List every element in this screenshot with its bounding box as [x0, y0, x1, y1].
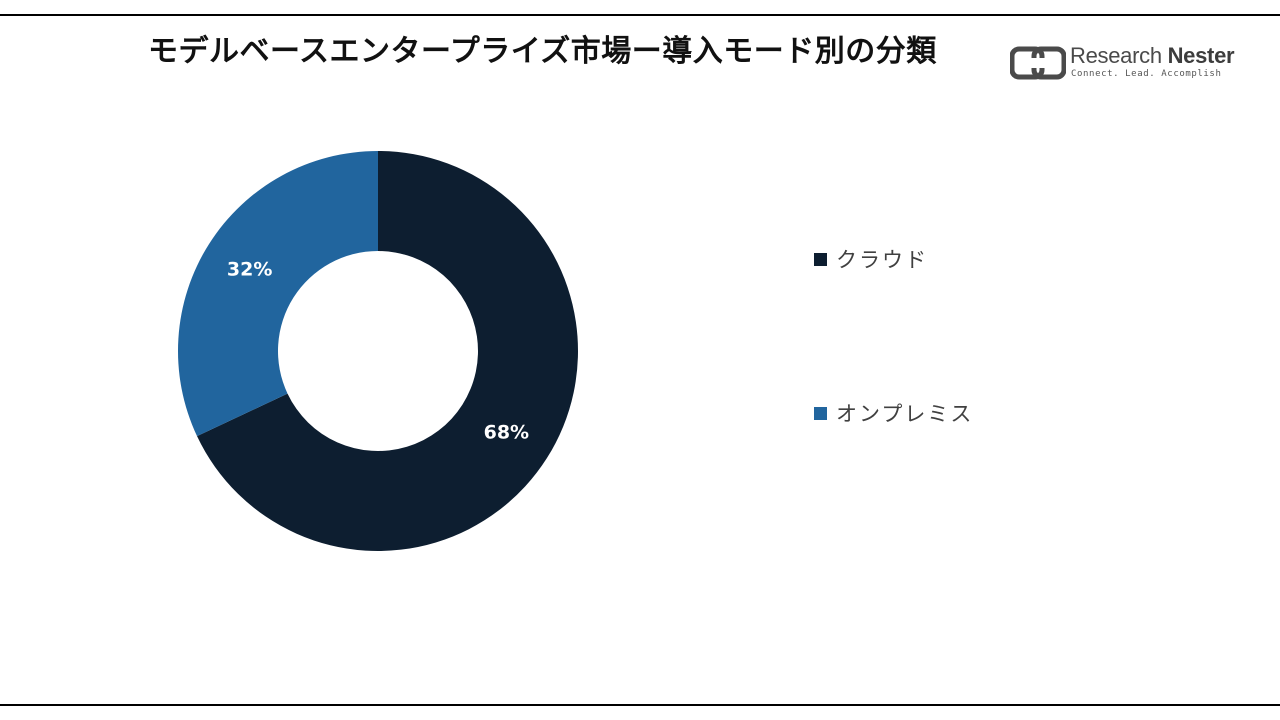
- top-rule: [0, 14, 1280, 16]
- data-label-1: 68%: [484, 421, 529, 443]
- donut-slices: [177, 151, 578, 551]
- legend-label: クラウド: [836, 248, 928, 272]
- chart-title: モデルベースエンタープライズ市場ー導入モード別の分類: [148, 34, 937, 69]
- data-labels: 68% 32%: [227, 259, 529, 444]
- slice-1: [197, 151, 578, 551]
- logo-tagline: Connect. Lead. Accomplish: [1071, 69, 1222, 79]
- legend-swatch: [814, 406, 827, 420]
- legend-item-1: クラウド: [814, 244, 928, 274]
- logo-mark-icon: [1010, 46, 1066, 80]
- data-label-2: 32%: [227, 259, 272, 281]
- logo-name: Research Nester: [1070, 43, 1235, 68]
- bottom-rule: [0, 704, 1280, 706]
- legend-item-2: オンプレミス: [814, 398, 973, 428]
- legend-swatch: [814, 252, 827, 266]
- research-nester-logo: Research Nester Connect. Lead. Accomplis…: [1010, 44, 1235, 84]
- slice-2: [177, 151, 378, 437]
- legend-label: オンプレミス: [836, 402, 974, 426]
